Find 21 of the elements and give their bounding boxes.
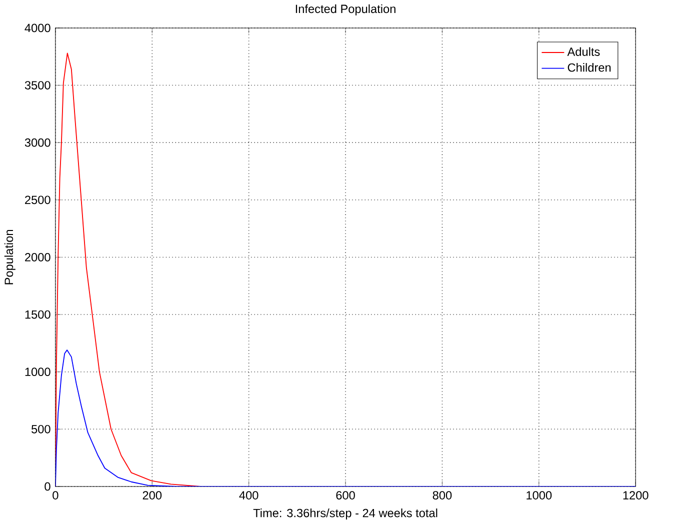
x-tick-label: 400 bbox=[239, 490, 258, 500]
y-tick-label: 0 bbox=[44, 482, 50, 490]
y-tick-label: 3500 bbox=[24, 80, 50, 90]
legend-label: Adults bbox=[567, 47, 600, 56]
y-axis-title: Population bbox=[4, 230, 16, 284]
x-tick-label: 200 bbox=[142, 490, 162, 500]
x-axis-title: Time: 3.36hrs/step - 24 weeks total bbox=[253, 508, 438, 520]
y-tick-label: 3000 bbox=[24, 138, 50, 147]
y-tick-label: 1000 bbox=[25, 367, 50, 376]
legend-label: Children bbox=[568, 62, 611, 72]
x-tick-label: 800 bbox=[432, 490, 452, 500]
y-tick-label: 2000 bbox=[25, 252, 50, 262]
x-tick-label: 600 bbox=[336, 490, 355, 500]
y-tick-label: 4000 bbox=[24, 24, 50, 32]
chart-title: Infected Population bbox=[296, 4, 396, 16]
x-tick-label: 1000 bbox=[526, 490, 552, 500]
y-tick-label: 1500 bbox=[25, 310, 50, 319]
y-tick-label: 2500 bbox=[25, 196, 50, 204]
x-tick-label: 0 bbox=[52, 490, 58, 500]
x-tick-label: 1200 bbox=[623, 490, 648, 500]
y-tick-label: 500 bbox=[32, 424, 50, 434]
